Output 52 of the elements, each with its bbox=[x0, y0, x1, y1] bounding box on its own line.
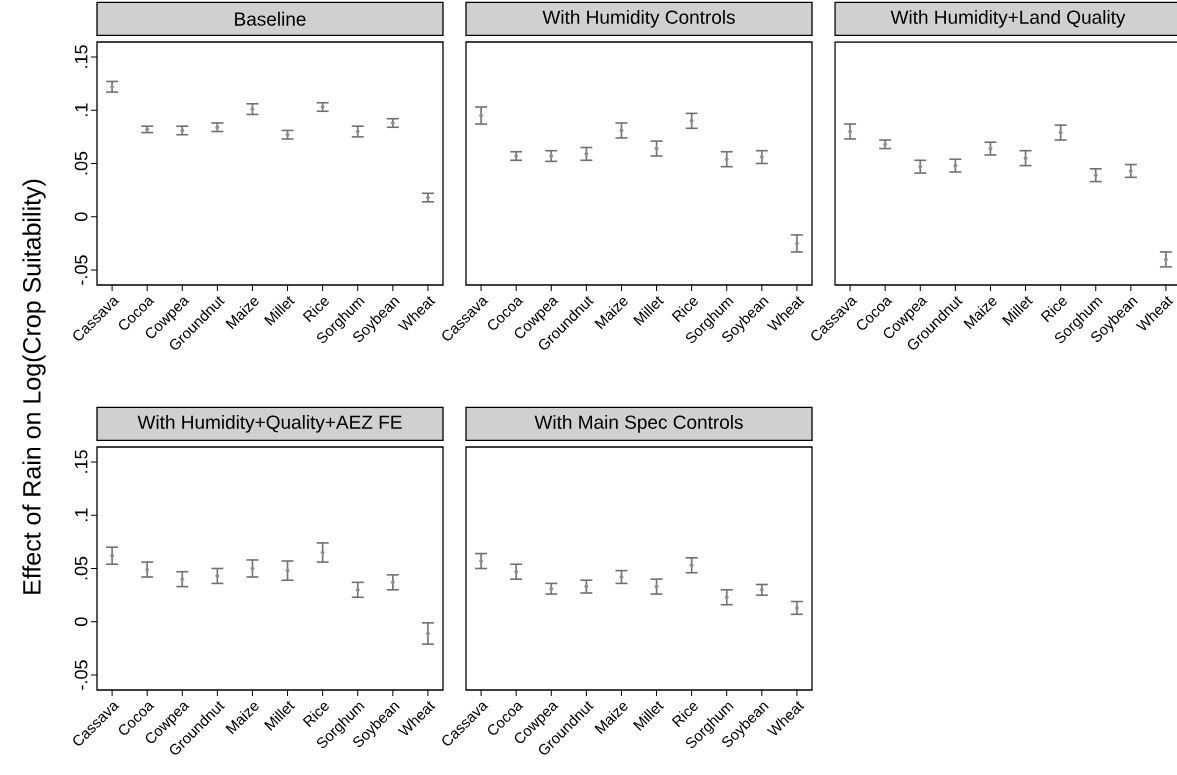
chart-title: With Humidity+Land Quality bbox=[890, 9, 1126, 28]
chart-title: With Main Spec Controls bbox=[534, 414, 743, 433]
point bbox=[724, 156, 729, 163]
point bbox=[847, 128, 853, 135]
point bbox=[654, 145, 659, 152]
point bbox=[514, 568, 519, 575]
y-tick-label: .1 bbox=[75, 508, 88, 522]
point bbox=[1023, 155, 1028, 161]
point bbox=[1058, 129, 1063, 136]
y-tick-label: .15 bbox=[74, 450, 88, 473]
point bbox=[654, 583, 659, 590]
point bbox=[794, 240, 800, 247]
point bbox=[918, 163, 923, 170]
y-tick-label: -.05 bbox=[74, 255, 88, 285]
point bbox=[724, 594, 729, 601]
y-tick-label: .1 bbox=[75, 103, 88, 117]
point bbox=[1163, 256, 1169, 263]
point bbox=[689, 118, 694, 124]
point bbox=[390, 579, 395, 586]
point bbox=[425, 630, 431, 637]
y-tick-label: .15 bbox=[74, 45, 88, 68]
point bbox=[988, 145, 993, 152]
y-axis-title: Effect of Rain on Log(Crop Suitability) bbox=[22, 179, 46, 594]
y-tick-label: .05 bbox=[74, 556, 88, 580]
point bbox=[320, 549, 325, 556]
point bbox=[619, 127, 624, 134]
point bbox=[250, 565, 255, 572]
point bbox=[759, 154, 764, 160]
y-tick-label: 0 bbox=[74, 212, 88, 222]
point bbox=[619, 574, 624, 580]
y-tick-label: -.05 bbox=[74, 660, 88, 690]
point bbox=[953, 162, 958, 169]
point bbox=[109, 552, 115, 559]
y-tick-label: 0 bbox=[74, 617, 88, 627]
point bbox=[689, 562, 694, 569]
point bbox=[1093, 172, 1098, 179]
point bbox=[285, 567, 290, 574]
point bbox=[1128, 168, 1133, 174]
point bbox=[145, 566, 150, 573]
chart-title: With Humidity Controls bbox=[542, 9, 735, 28]
point bbox=[478, 112, 484, 119]
point bbox=[794, 605, 800, 611]
point bbox=[478, 558, 484, 564]
point bbox=[584, 583, 589, 590]
y-tick-label: .05 bbox=[74, 151, 88, 175]
chart-title: Baseline bbox=[235, 11, 306, 26]
point bbox=[584, 151, 589, 157]
chart-title: With Humidity+Quality+AEZ FE bbox=[137, 414, 402, 433]
point bbox=[180, 576, 185, 582]
point bbox=[549, 153, 554, 159]
point bbox=[355, 587, 360, 593]
point bbox=[215, 573, 220, 579]
